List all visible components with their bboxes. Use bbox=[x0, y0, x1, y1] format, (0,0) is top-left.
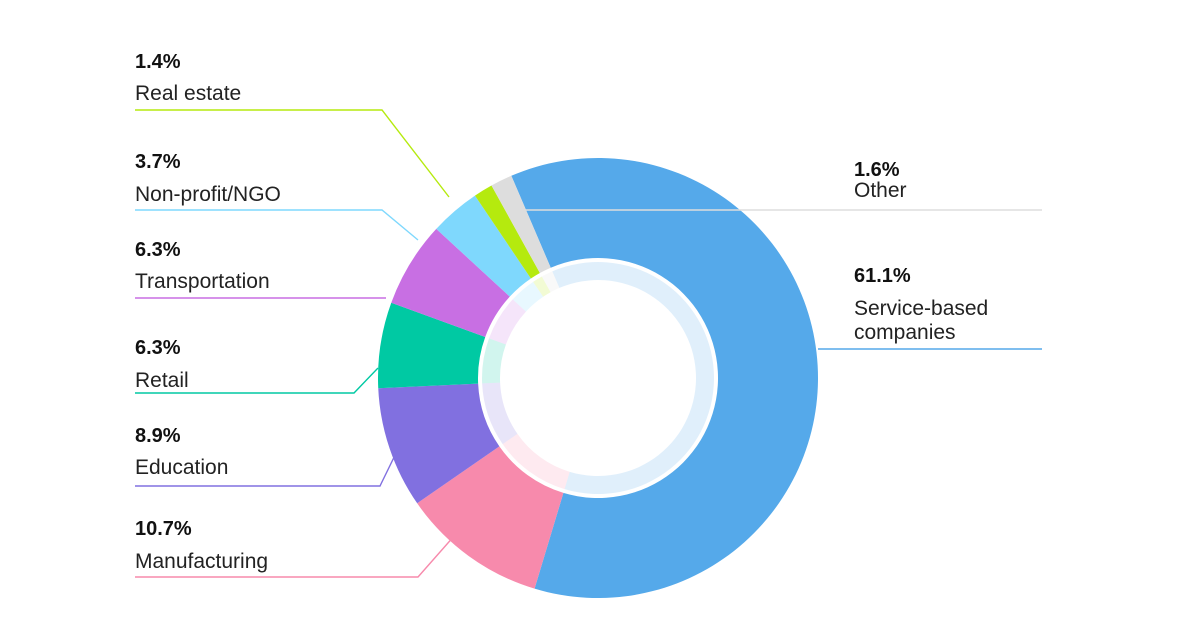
slice-transportation bbox=[391, 228, 510, 337]
category-label-non-profit-ngo: Non-profit/NGO bbox=[135, 183, 281, 206]
leader-line-retail bbox=[135, 367, 379, 394]
leader-line-real-estate bbox=[135, 109, 450, 198]
value-label-other: 1.6% bbox=[854, 159, 900, 181]
leader-line-manufacturing bbox=[135, 534, 456, 578]
inner-slice-real-estate bbox=[533, 276, 551, 297]
slice-manufacturing bbox=[417, 446, 564, 589]
slice-real-estate bbox=[474, 185, 540, 279]
value-label-real-estate: 1.4% bbox=[135, 51, 181, 73]
category-label-other: Other bbox=[854, 179, 907, 202]
category-label-transportation: Transportation bbox=[135, 270, 270, 293]
value-label-service-based-companies: 61.1% bbox=[854, 265, 911, 287]
slice-service-based-companies bbox=[511, 157, 819, 598]
category-label-retail: Retail bbox=[135, 369, 189, 392]
inner-slice-retail bbox=[481, 338, 506, 384]
inner-slice-other bbox=[541, 271, 560, 293]
value-label-non-profit-ngo: 3.7% bbox=[135, 151, 181, 173]
slice-other bbox=[491, 175, 551, 274]
inner-slice-non-profit-ngo bbox=[512, 281, 544, 312]
callout-labels: 61.1% Service-based companies 10.7% Manufact… bbox=[135, 51, 1042, 578]
value-label-retail: 6.3% bbox=[135, 337, 181, 359]
leader-line-non-profit-ngo bbox=[135, 209, 419, 241]
donut-inner-ring bbox=[481, 261, 715, 495]
value-label-manufacturing: 10.7% bbox=[135, 518, 192, 540]
category-label-real-estate: Real estate bbox=[135, 82, 241, 105]
inner-slice-manufacturing bbox=[502, 433, 570, 490]
slice-education bbox=[378, 383, 500, 504]
category-label-service-based-companies: Service-based companies bbox=[854, 297, 988, 344]
inner-slice-education bbox=[482, 382, 518, 445]
donut-slices bbox=[378, 157, 819, 598]
slice-retail bbox=[378, 302, 486, 389]
inner-slice-transportation bbox=[488, 299, 526, 345]
value-label-education: 8.9% bbox=[135, 425, 181, 447]
leader-line-education bbox=[135, 444, 401, 487]
slice-non-profit-ngo bbox=[436, 195, 531, 297]
value-label-transportation: 6.3% bbox=[135, 239, 181, 261]
category-label-manufacturing: Manufacturing bbox=[135, 550, 268, 573]
category-label-education: Education bbox=[135, 456, 228, 479]
